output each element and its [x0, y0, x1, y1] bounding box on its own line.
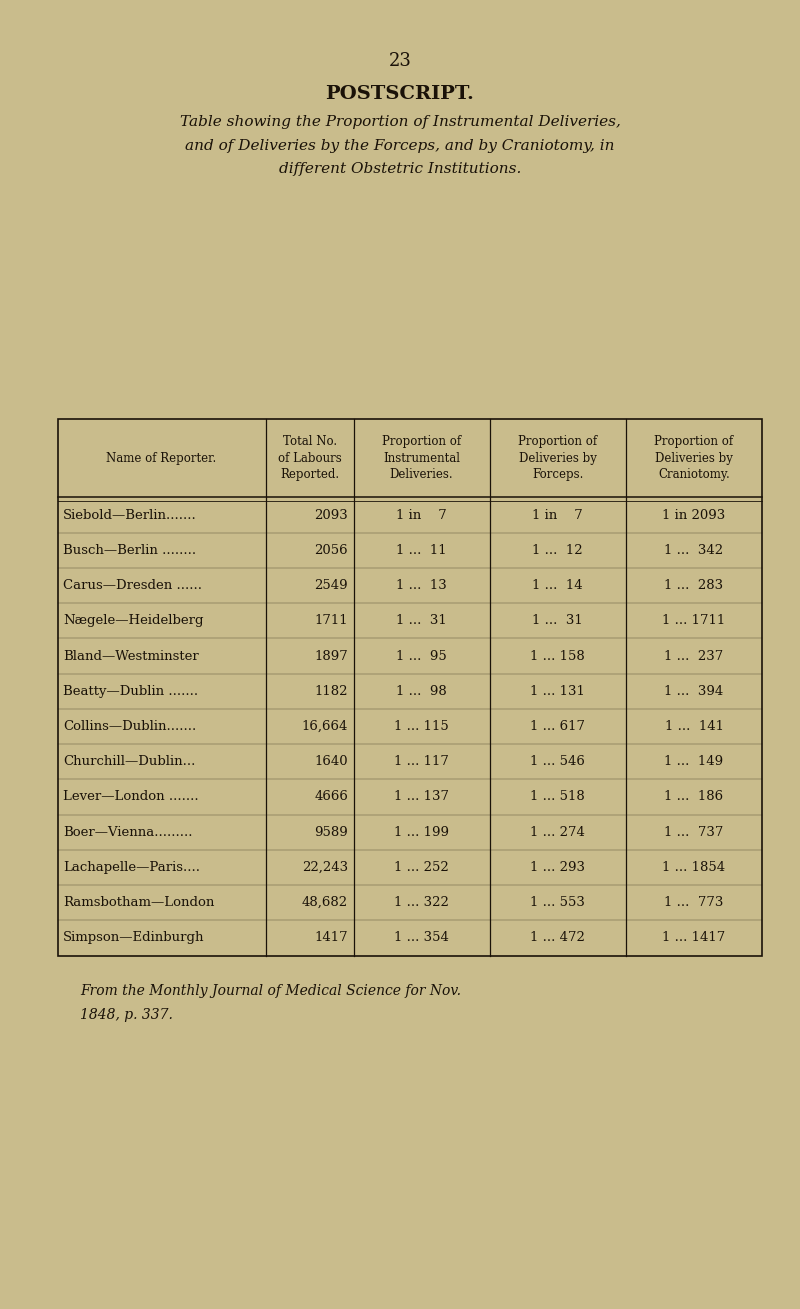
Text: 4666: 4666 [314, 791, 348, 804]
Text: 1 ...  141: 1 ... 141 [665, 720, 723, 733]
Text: 1 ...  237: 1 ... 237 [665, 649, 724, 662]
Text: 1 ...  186: 1 ... 186 [665, 791, 723, 804]
Text: 9589: 9589 [314, 826, 348, 839]
Text: POSTSCRIPT.: POSTSCRIPT. [326, 85, 474, 103]
Text: 1 ...  773: 1 ... 773 [664, 897, 724, 910]
Text: Nægele—Heidelberg: Nægele—Heidelberg [63, 614, 204, 627]
Text: 1 ...  11: 1 ... 11 [396, 543, 447, 556]
Text: 1 ...  12: 1 ... 12 [532, 543, 583, 556]
Text: 1 in    7: 1 in 7 [532, 508, 583, 521]
Text: Collins—Dublin.......: Collins—Dublin....... [63, 720, 197, 733]
Text: Proportion of
Instrumental
Deliveries.: Proportion of Instrumental Deliveries. [382, 435, 461, 482]
Text: 2093: 2093 [314, 508, 348, 521]
Text: 1 ... 617: 1 ... 617 [530, 720, 585, 733]
Text: Siebold—Berlin.......: Siebold—Berlin....... [63, 508, 197, 521]
Text: 22,243: 22,243 [302, 861, 348, 874]
Text: 1 ... 117: 1 ... 117 [394, 755, 449, 768]
Text: Simpson—Edinburgh: Simpson—Edinburgh [63, 932, 205, 945]
Text: 1 ...  31: 1 ... 31 [396, 614, 447, 627]
Text: Lever—London .......: Lever—London ....... [63, 791, 199, 804]
Text: 1 in 2093: 1 in 2093 [662, 508, 726, 521]
Text: different Obstetric Institutions.: different Obstetric Institutions. [279, 162, 521, 177]
Text: 1417: 1417 [314, 932, 348, 945]
Text: 1848, p. 337.: 1848, p. 337. [80, 1008, 173, 1022]
Text: 1 ...  14: 1 ... 14 [532, 579, 583, 592]
Text: 2056: 2056 [314, 543, 348, 556]
Text: 48,682: 48,682 [302, 897, 348, 910]
Text: Ramsbotham—London: Ramsbotham—London [63, 897, 214, 910]
Text: Boer—Vienna.........: Boer—Vienna......... [63, 826, 193, 839]
Text: Total No.
of Labours
Reported.: Total No. of Labours Reported. [278, 435, 342, 482]
Text: 1 ... 553: 1 ... 553 [530, 897, 585, 910]
Text: Lachapelle—Paris....: Lachapelle—Paris.... [63, 861, 200, 874]
Text: 1 ... 131: 1 ... 131 [530, 685, 585, 698]
Bar [58, 419, 762, 956]
Text: 1 ... 274: 1 ... 274 [530, 826, 585, 839]
Text: 1 ... 137: 1 ... 137 [394, 791, 449, 804]
Text: 23: 23 [389, 52, 411, 71]
Text: 1 ... 1417: 1 ... 1417 [662, 932, 726, 945]
Text: 1 ...  149: 1 ... 149 [665, 755, 723, 768]
Text: 1 ... 472: 1 ... 472 [530, 932, 585, 945]
Text: 1 ... 115: 1 ... 115 [394, 720, 449, 733]
Text: 1 ...  13: 1 ... 13 [396, 579, 447, 592]
Text: 1 in    7: 1 in 7 [396, 508, 447, 521]
Text: Beatty—Dublin .......: Beatty—Dublin ....... [63, 685, 198, 698]
Text: 1 ... 1854: 1 ... 1854 [662, 861, 726, 874]
Text: 1 ...  98: 1 ... 98 [396, 685, 447, 698]
Text: Churchill—Dublin...: Churchill—Dublin... [63, 755, 195, 768]
Text: From the Monthly Journal of Medical Science for Nov.: From the Monthly Journal of Medical Scie… [80, 984, 461, 999]
Text: Bland—Westminster: Bland—Westminster [63, 649, 199, 662]
Text: Name of Reporter.: Name of Reporter. [106, 452, 217, 465]
Text: 2549: 2549 [314, 579, 348, 592]
Text: 1 ... 199: 1 ... 199 [394, 826, 449, 839]
Text: 1 ... 158: 1 ... 158 [530, 649, 585, 662]
Text: Proportion of
Deliveries by
Craniotomy.: Proportion of Deliveries by Craniotomy. [654, 435, 734, 482]
Text: Busch—Berlin ........: Busch—Berlin ........ [63, 543, 196, 556]
Text: 1897: 1897 [314, 649, 348, 662]
Text: 1 ...  283: 1 ... 283 [665, 579, 723, 592]
Text: 1 ... 293: 1 ... 293 [530, 861, 585, 874]
Text: 1711: 1711 [314, 614, 348, 627]
Text: 1 ... 1711: 1 ... 1711 [662, 614, 726, 627]
Text: 1182: 1182 [314, 685, 348, 698]
Text: 1 ...  737: 1 ... 737 [664, 826, 724, 839]
Text: 1 ...  95: 1 ... 95 [396, 649, 447, 662]
Text: 1 ...  31: 1 ... 31 [532, 614, 583, 627]
Text: Table showing the Proportion of Instrumental Deliveries,: Table showing the Proportion of Instrume… [179, 115, 621, 130]
Text: 1 ...  342: 1 ... 342 [665, 543, 723, 556]
Text: 1 ...  394: 1 ... 394 [665, 685, 724, 698]
Text: Carus—Dresden ......: Carus—Dresden ...... [63, 579, 202, 592]
Text: 1 ... 546: 1 ... 546 [530, 755, 585, 768]
Text: 16,664: 16,664 [302, 720, 348, 733]
Text: 1 ... 322: 1 ... 322 [394, 897, 449, 910]
Text: Proportion of
Deliveries by
Forceps.: Proportion of Deliveries by Forceps. [518, 435, 598, 482]
Text: 1 ... 518: 1 ... 518 [530, 791, 585, 804]
Text: and of Deliveries by the Forceps, and by Craniotomy, in: and of Deliveries by the Forceps, and by… [186, 139, 614, 153]
Text: 1 ... 354: 1 ... 354 [394, 932, 449, 945]
Text: 1 ... 252: 1 ... 252 [394, 861, 449, 874]
Text: 1640: 1640 [314, 755, 348, 768]
